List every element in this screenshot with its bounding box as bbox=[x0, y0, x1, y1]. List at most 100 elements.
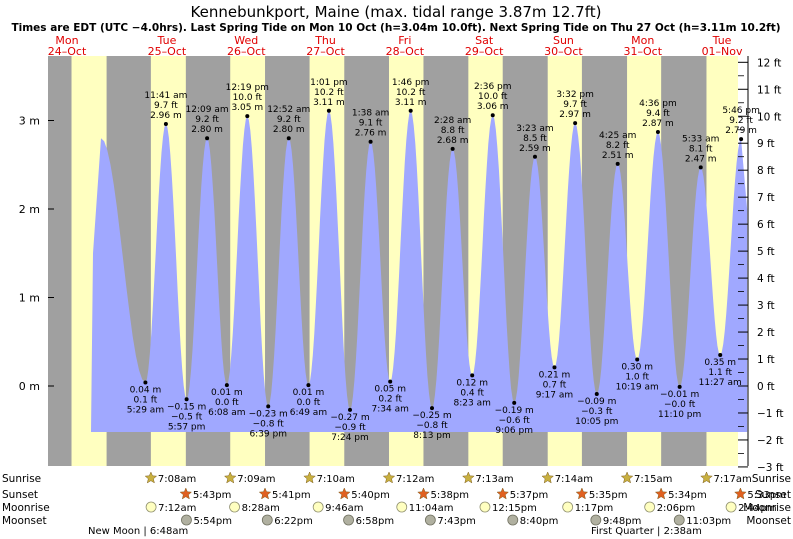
sunset-icon bbox=[575, 487, 589, 500]
tide-time-label: 4:36 pm bbox=[639, 99, 677, 109]
sunset-icon bbox=[258, 487, 272, 500]
tide-ft-label: 0.7 ft bbox=[543, 380, 567, 390]
day-header-dow: Wed bbox=[234, 34, 258, 47]
row-label-left: Moonset bbox=[2, 515, 47, 527]
day-header-date: 24–Oct bbox=[48, 45, 87, 58]
tide-m-label: 2.97 m bbox=[559, 110, 591, 120]
tide-m-label: 2.76 m bbox=[355, 129, 387, 139]
row-label-right: Sunrise bbox=[752, 473, 791, 485]
tide-m-label: −0.09 m bbox=[577, 397, 616, 407]
tide-time-label: 10:19 am bbox=[616, 382, 659, 392]
tide-point bbox=[306, 383, 311, 388]
tide-m-label: −0.01 m bbox=[660, 390, 699, 400]
left-tick-label: 1 m bbox=[19, 292, 40, 305]
moonrise-icon bbox=[479, 501, 491, 513]
tide-point bbox=[205, 136, 210, 141]
moonset-icon bbox=[424, 514, 436, 526]
moonset-icon bbox=[673, 514, 685, 526]
moonset-icon bbox=[181, 514, 192, 526]
tide-point bbox=[450, 146, 455, 151]
tide-m-label: 3.11 m bbox=[313, 98, 345, 108]
moonrise-time: 8:28am bbox=[242, 503, 280, 514]
moonrise-time: 1:17pm bbox=[575, 503, 614, 514]
sunset-icon bbox=[734, 487, 747, 500]
tide-ft-label: 1.0 ft bbox=[625, 372, 649, 382]
tide-ft-label: 0.1 ft bbox=[134, 395, 158, 405]
tide-m-label: 2.80 m bbox=[273, 125, 305, 135]
tide-time-label: 3:32 pm bbox=[556, 90, 594, 100]
tide-time-label: 9:06 pm bbox=[495, 426, 533, 436]
tide-ft-label: 9.2 ft bbox=[195, 115, 219, 125]
tide-point bbox=[512, 400, 517, 405]
sunrise-time: 7:17am bbox=[713, 474, 751, 485]
sunset-icon bbox=[654, 487, 668, 500]
tide-point bbox=[245, 114, 250, 119]
tide-ft-label: 9.4 ft bbox=[646, 109, 670, 119]
tide-ft-label: −0.8 ft bbox=[416, 421, 448, 431]
tide-time-label: 6:08 am bbox=[208, 408, 245, 418]
right-tick-label: 6 ft bbox=[757, 219, 775, 231]
tide-time-label: 1:46 pm bbox=[392, 78, 430, 88]
day-header-date: 28–Oct bbox=[386, 45, 425, 58]
tide-m-label: 0.21 m bbox=[539, 370, 571, 380]
right-tick-label: −2 ft bbox=[757, 435, 783, 447]
moonset-icon bbox=[590, 514, 602, 526]
tide-ft-label: 10.2 ft bbox=[396, 88, 426, 98]
tide-time-label: 8:23 am bbox=[454, 398, 491, 408]
chart-subtitle: Times are EDT (UTC −4.0hrs). Last Spring… bbox=[11, 22, 780, 34]
tide-time-label: 5:46 pm bbox=[722, 106, 760, 116]
tide-time-label: 11:27 am bbox=[699, 378, 742, 388]
tide-time-label: 9:17 am bbox=[536, 390, 573, 400]
day-header-date: 29–Oct bbox=[465, 45, 504, 58]
tide-m-label: 2.80 m bbox=[191, 125, 223, 135]
right-tick-label: 0 ft bbox=[757, 381, 775, 393]
row-label-left: Sunrise bbox=[2, 473, 41, 485]
tide-point bbox=[163, 122, 168, 127]
axes: 0 m 1 m 2 m 3 m −3 ft −2 ft −1 ft 0 ft 1 ft 2 ft 3… bbox=[19, 56, 783, 474]
day-header-dow: Fri bbox=[398, 34, 411, 47]
moonrise-time: 9:46am bbox=[325, 503, 363, 514]
tide-point bbox=[470, 373, 475, 378]
tide-point bbox=[573, 121, 578, 126]
tide-m-label: 0.30 m bbox=[621, 362, 653, 372]
sunrise-icon bbox=[144, 471, 158, 484]
sunset-icon bbox=[337, 487, 351, 500]
tide-point bbox=[718, 353, 723, 358]
tide-time-label: 12:19 pm bbox=[226, 83, 269, 93]
moonrise-time: 12:15pm bbox=[492, 503, 537, 514]
tide-point bbox=[286, 136, 291, 141]
day-header-dow: Sun bbox=[553, 34, 574, 47]
moonset-time: 11:03pm bbox=[686, 516, 731, 527]
sunrise-icon bbox=[620, 471, 634, 484]
sunset-time: 5:43pm bbox=[193, 490, 232, 501]
moonset-time: 6:22pm bbox=[274, 516, 313, 527]
tide-ft-label: −0.0 ft bbox=[664, 400, 696, 410]
sunset-icon bbox=[179, 487, 193, 500]
right-tick-label: 10 ft bbox=[757, 111, 781, 123]
tide-time-label: 6:39 pm bbox=[249, 429, 287, 439]
tide-curve bbox=[91, 110, 748, 433]
sunrise-icon bbox=[461, 471, 475, 484]
tide-time-label: 11:41 am bbox=[144, 91, 187, 101]
tide-point bbox=[408, 108, 413, 113]
tide-point bbox=[266, 404, 271, 409]
moonset-time: 6:58pm bbox=[356, 516, 395, 527]
tide-point bbox=[326, 108, 331, 113]
sunrise-time: 7:15am bbox=[634, 474, 672, 485]
sunrise-time: 7:08am bbox=[158, 474, 196, 485]
moonrise-icon bbox=[229, 501, 240, 513]
right-tick-label: 3 ft bbox=[757, 300, 775, 312]
tide-ft-label: 10.2 ft bbox=[314, 88, 344, 98]
row-label-left: Moonrise bbox=[2, 502, 50, 514]
tide-ft-label: 8.2 ft bbox=[606, 141, 630, 151]
tide-point bbox=[635, 357, 640, 362]
tide-m-label: 3.11 m bbox=[395, 98, 427, 108]
tide-m-label: 0.12 m bbox=[456, 378, 488, 388]
tide-time-label: 12:09 am bbox=[186, 105, 229, 115]
moonrise-icon bbox=[562, 501, 574, 513]
tide-point bbox=[184, 397, 189, 402]
day-headers: Mon24–OctTue25–OctWed26–OctThu27–OctFri2… bbox=[48, 34, 743, 58]
tide-m-label: 2.96 m bbox=[150, 111, 182, 121]
day-header-date: 01–Nov bbox=[702, 45, 743, 58]
tide-time-label: 5:29 am bbox=[127, 405, 164, 415]
